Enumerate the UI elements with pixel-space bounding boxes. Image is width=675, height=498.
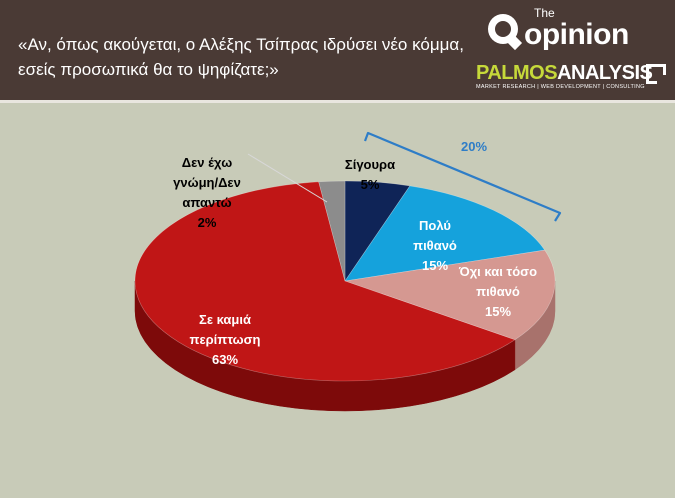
pie-slice-0 <box>344 180 411 282</box>
logo-tagline: MARKET RESEARCH | WEB DEVELOPMENT | CONS… <box>476 84 645 90</box>
pie-chart: Σίγουρα 5% Πολύ πιθανό 15% Όχι και τόσο πιθανό… <box>134 131 562 412</box>
header-banner: «Αν, όπως ακούγεται, ο Αλέξης Τσίπρας ιδ… <box>0 0 675 103</box>
logo-the-text: The <box>534 6 555 20</box>
pie-annotations: 20% <box>247 131 562 222</box>
the-opinion-logo: The opinion <box>488 6 668 56</box>
logo-palmos-text: PALMOS <box>476 62 558 84</box>
pie-slice-2 <box>344 249 556 341</box>
slice-label-1: Πολύ πιθανό 15% <box>413 218 457 273</box>
pie-labels: Σίγουρα 5% Πολύ πιθανό 15% Όχι και τόσο πιθανό… <box>173 155 537 367</box>
slice-label-4: Δεν έχω γνώμη/Δεν απαντώ 2% <box>173 155 241 230</box>
grey-slice-leader <box>247 153 328 203</box>
bracket-20 <box>363 131 562 222</box>
logo-opinion-text: opinion <box>524 18 629 51</box>
pie-slices <box>134 180 556 382</box>
palmos-square-icon <box>646 64 666 84</box>
slice-label-2: Όχι και τόσο πιθανό 15% <box>458 264 537 319</box>
pie-slice-4 <box>318 180 346 282</box>
slice-label-3: Σε καμιά περίπτωση 63% <box>190 312 261 367</box>
bracket-label: 20% <box>461 139 487 154</box>
pie-slice-3 <box>134 181 516 382</box>
palmos-analysis-logo: PALMOSANALYSIS MARKET RESEARCH | WEB DEV… <box>476 62 668 96</box>
pie-slice-1 <box>344 185 546 282</box>
question-title: «Αν, όπως ακούγεται, ο Αλέξης Τσίπρας ιδ… <box>18 35 464 79</box>
opinion-o-icon <box>488 14 518 44</box>
slice-label-0: Σίγουρα 5% <box>345 157 395 192</box>
logo-analysis-text: ANALYSIS <box>557 62 653 84</box>
